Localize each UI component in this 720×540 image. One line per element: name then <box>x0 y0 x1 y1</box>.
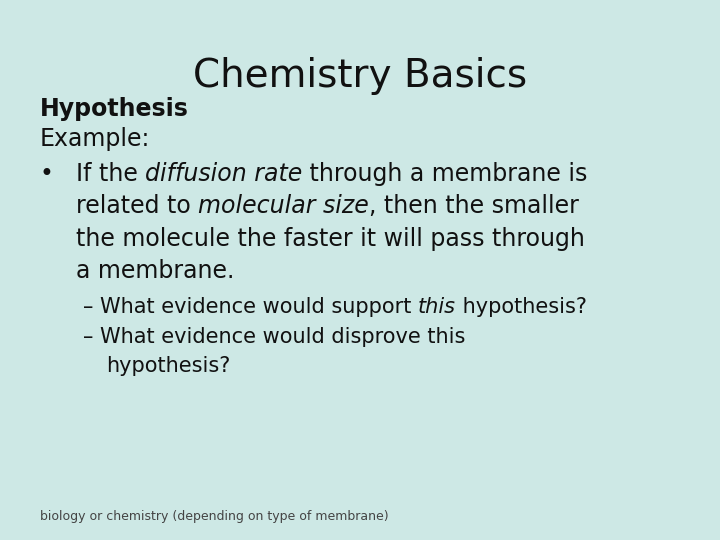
Text: hypothesis?: hypothesis? <box>107 356 231 376</box>
Text: through a membrane is: through a membrane is <box>302 162 588 186</box>
Text: If the: If the <box>76 162 145 186</box>
Text: molecular size: molecular size <box>198 194 369 218</box>
Text: Example:: Example: <box>40 127 150 151</box>
Text: the molecule the faster it will pass through: the molecule the faster it will pass thr… <box>76 227 585 251</box>
Text: related to: related to <box>76 194 198 218</box>
Text: , then the smaller: , then the smaller <box>369 194 578 218</box>
Text: this: this <box>418 297 456 317</box>
Text: biology or chemistry (depending on type of membrane): biology or chemistry (depending on type … <box>40 510 388 523</box>
Text: Hypothesis: Hypothesis <box>40 97 189 121</box>
Text: diffusion rate: diffusion rate <box>145 162 302 186</box>
Text: •: • <box>40 162 53 186</box>
Text: – What evidence would disprove this: – What evidence would disprove this <box>83 327 465 347</box>
Text: Chemistry Basics: Chemistry Basics <box>193 57 527 94</box>
Text: hypothesis?: hypothesis? <box>456 297 587 317</box>
Text: a membrane.: a membrane. <box>76 259 234 283</box>
Text: – What evidence would support: – What evidence would support <box>83 297 418 317</box>
